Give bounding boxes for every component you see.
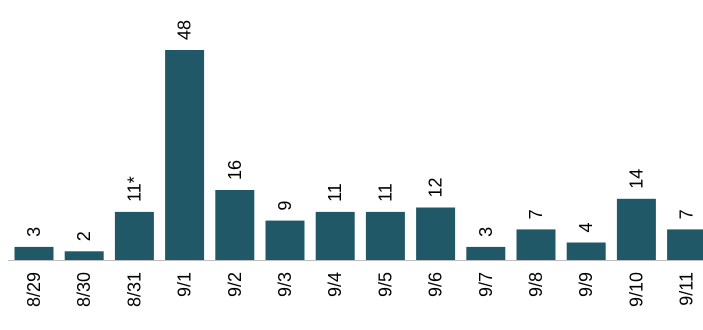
data-label-9-10: 14 <box>626 169 646 189</box>
data-label-9-9: 4 <box>576 222 596 232</box>
bar-9-10 <box>616 198 656 261</box>
data-label-9-2: 16 <box>225 160 245 180</box>
x-tick-label-9-2: 9/2 <box>225 272 245 297</box>
bar-9-4 <box>315 211 355 260</box>
x-tick-label-9-3: 9/3 <box>275 272 295 297</box>
x-tick-labels-group: 8/29 8/30 8/31 9/1 9/2 9/3 9/4 9/5 9/6 9/7 9/8 9/9 9… <box>24 272 697 307</box>
data-label-9-1: 48 <box>175 20 195 40</box>
bar-8-29 <box>14 246 54 260</box>
data-label-9-8: 7 <box>526 209 546 219</box>
x-tick-label-9-4: 9/4 <box>325 272 345 297</box>
x-tick-label-9-8: 9/8 <box>526 272 546 297</box>
bar-9-3 <box>265 220 305 260</box>
x-tick-label-9-7: 9/7 <box>476 272 496 297</box>
bar-9-7 <box>466 246 506 260</box>
data-label-8-29: 3 <box>24 227 44 237</box>
x-tick-label-8-31: 8/31 <box>124 272 144 307</box>
data-label-9-11: 7 <box>677 209 697 219</box>
data-label-9-7: 3 <box>476 227 496 237</box>
bar-9-8 <box>516 229 556 260</box>
data-label-9-5: 11 <box>375 183 395 202</box>
data-label-9-3: 9 <box>275 201 295 211</box>
x-tick-label-9-9: 9/9 <box>576 272 596 297</box>
data-labels-group: 3 2 11* 48 16 9 11 11 12 3 7 4 14 7 <box>24 20 697 241</box>
bar-8-30 <box>64 251 104 261</box>
data-label-9-4: 11 <box>325 183 345 202</box>
bar-9-1 <box>165 50 205 260</box>
x-tick-label-8-30: 8/30 <box>74 272 94 307</box>
x-tick-label-9-5: 9/5 <box>375 272 395 297</box>
bar-9-2 <box>215 190 255 260</box>
bar-9-6 <box>416 207 456 260</box>
data-label-8-30: 2 <box>74 231 94 241</box>
data-label-8-31: 11* <box>124 176 144 202</box>
x-tick-label-9-6: 9/6 <box>426 272 446 297</box>
bar-9-5 <box>365 211 405 260</box>
bar-9-9 <box>566 242 606 260</box>
x-tick-label-9-10: 9/10 <box>626 272 646 307</box>
bar-9-11 <box>667 229 703 260</box>
data-label-9-6: 12 <box>426 177 446 197</box>
x-tick-label-8-29: 8/29 <box>24 272 44 307</box>
x-tick-label-9-1: 9/1 <box>175 272 195 297</box>
bars-group <box>14 50 703 261</box>
x-tick-label-9-11: 9/11 <box>677 272 697 306</box>
bar-8-31 <box>114 211 154 260</box>
